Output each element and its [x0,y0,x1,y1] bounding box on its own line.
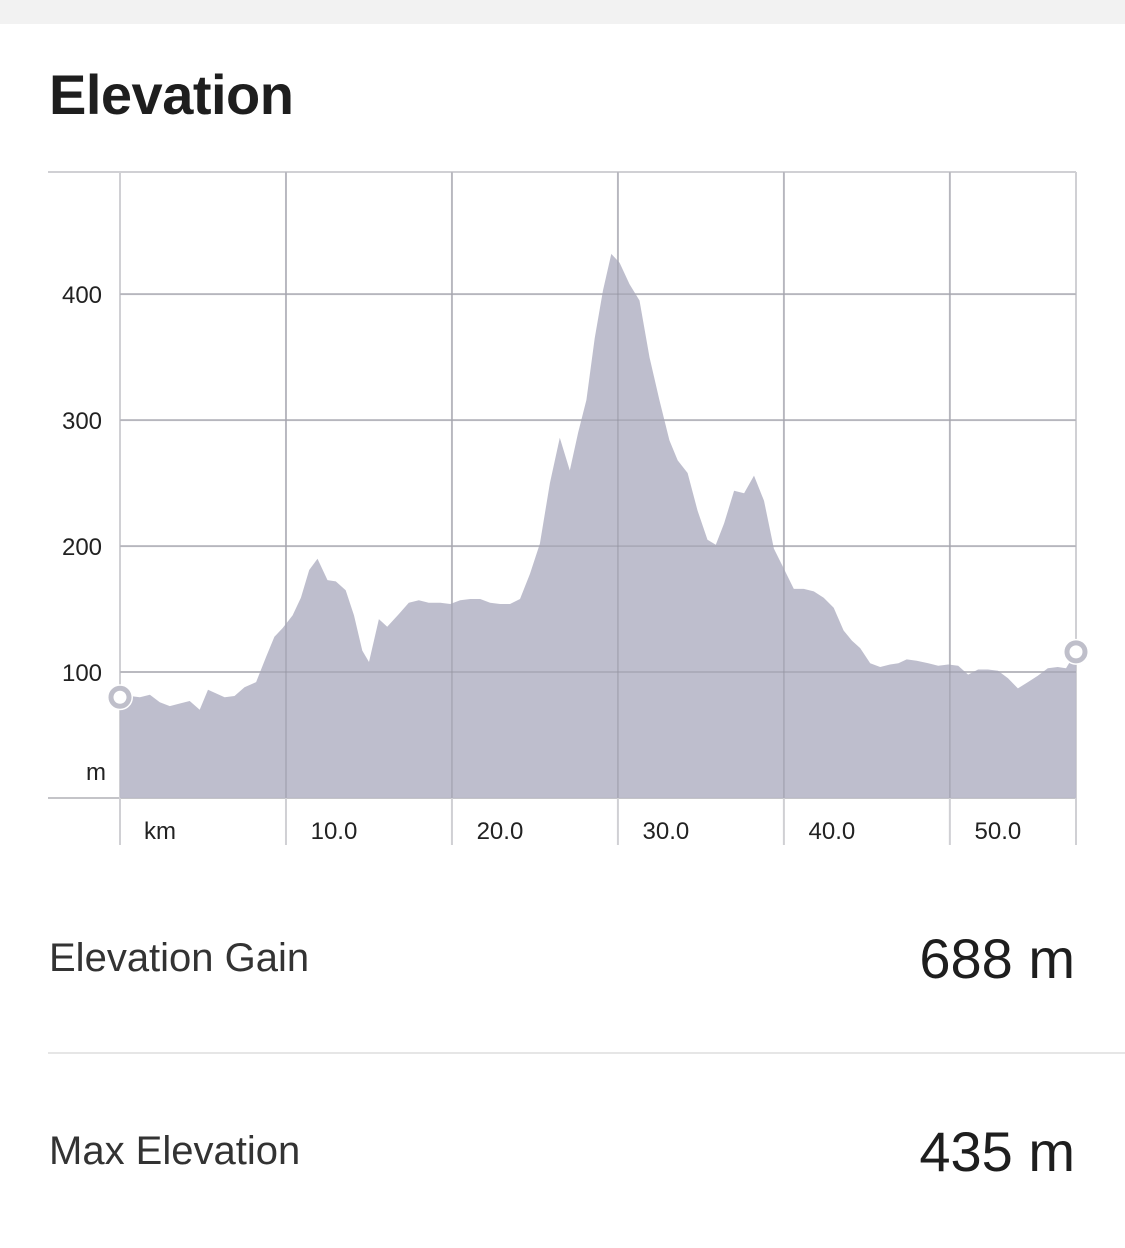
end-marker [1064,640,1088,664]
x-tick-label: 50.0 [975,818,1022,845]
x-tick-label: 40.0 [809,818,856,845]
max-elevation-label: Max Elevation [49,1128,301,1173]
elevation-area [120,253,1076,798]
elevation-gain-value: 688 m [919,926,1075,990]
section-title: Elevation [49,63,294,126]
top-strip [0,0,1125,24]
chart-labels: m km 100 200 300 400 10.0 20.0 30.0 40.0 50.0 [62,282,1021,845]
x-tick-label: 20.0 [477,818,524,845]
elevation-gain-row: Elevation Gain 688 m [49,918,1075,998]
elevation-gain-label: Elevation Gain [49,935,310,980]
y-unit-label: m [86,759,106,786]
y-tick-label: 400 [62,282,102,309]
y-tick-label: 300 [62,408,102,435]
x-unit-label: km [144,818,176,845]
chart-markers [107,172,1089,798]
max-elevation-value: 435 m [919,1119,1075,1183]
y-tick-label: 200 [62,534,102,561]
x-tick-label: 10.0 [311,818,358,845]
divider [48,1052,1125,1054]
x-tick-label: 30.0 [643,818,690,845]
elevation-chart: m km 100 200 300 400 10.0 20.0 30.0 40.0 50.0 [48,171,1089,845]
max-elevation-row: Max Elevation 435 m [49,1111,1075,1191]
start-marker [108,685,132,709]
y-tick-label: 100 [62,660,102,687]
